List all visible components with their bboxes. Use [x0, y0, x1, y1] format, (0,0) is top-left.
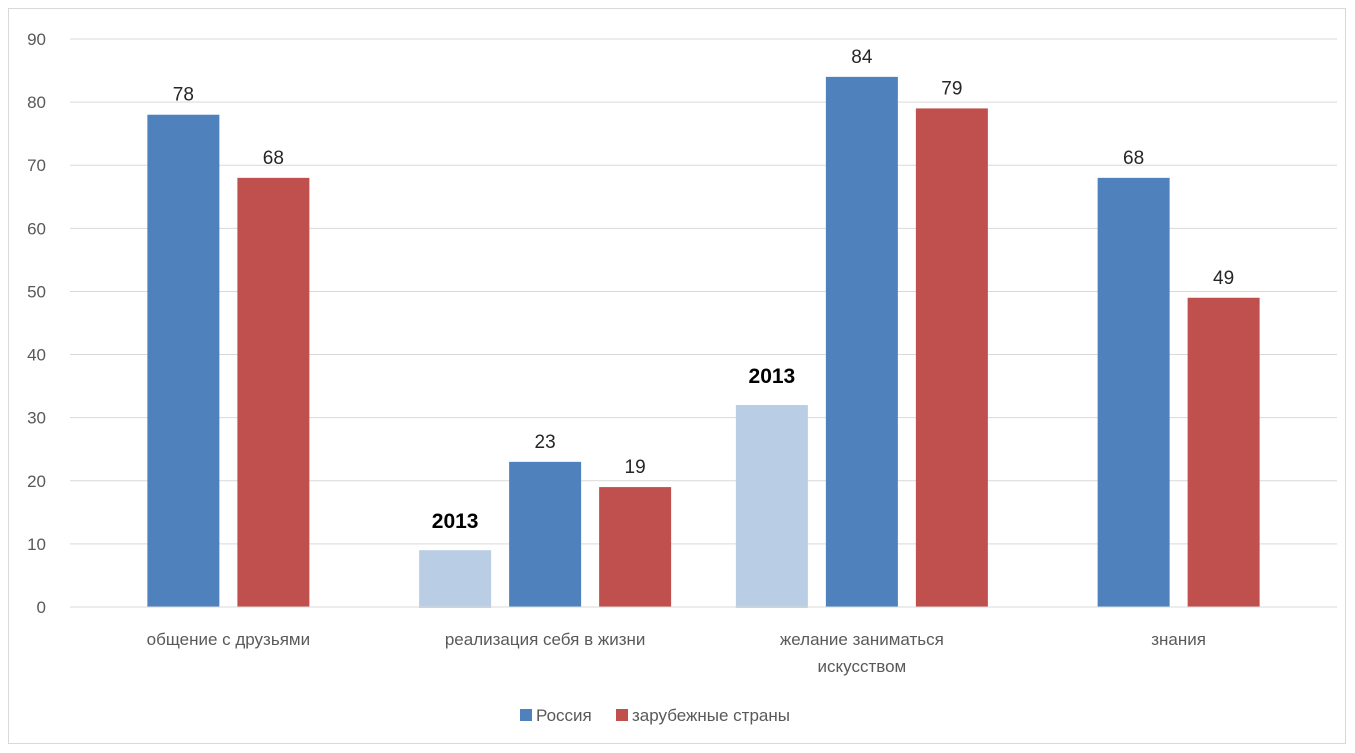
data-label: 19	[625, 457, 646, 478]
bar-russia	[825, 76, 898, 607]
chart-frame	[8, 8, 1346, 744]
annotation-label-2013: 2013	[432, 510, 479, 533]
legend-swatch-russia	[520, 709, 532, 721]
bar-foreign	[1187, 297, 1260, 607]
category-label: искусством	[818, 657, 907, 676]
category-label: знания	[1151, 630, 1206, 649]
bar-foreign	[915, 108, 988, 607]
data-label: 68	[263, 148, 284, 169]
bar-2013	[735, 405, 808, 608]
data-label: 23	[535, 432, 556, 453]
legend-swatch-foreign	[616, 709, 628, 721]
data-label: 79	[941, 78, 962, 99]
bar-russia	[509, 461, 582, 607]
bar-russia	[1097, 177, 1170, 607]
y-tick-label: 90	[27, 30, 46, 49]
bar-foreign	[599, 487, 672, 607]
legend-label-foreign: зарубежные страны	[632, 706, 790, 725]
category-label: общение с друзьями	[147, 630, 310, 649]
category-label: реализация себя в жизни	[445, 630, 646, 649]
y-tick-label: 30	[27, 409, 46, 428]
y-tick-label: 60	[27, 219, 46, 238]
y-tick-label: 10	[27, 535, 46, 554]
bar-russia	[147, 114, 220, 607]
data-label: 84	[851, 47, 873, 68]
y-tick-label: 40	[27, 346, 46, 365]
category-label: желание заниматься	[780, 630, 944, 649]
annotation-label-2013: 2013	[749, 365, 796, 388]
data-label: 78	[173, 85, 194, 106]
y-tick-label: 0	[37, 598, 46, 617]
y-tick-label: 80	[27, 93, 46, 112]
y-tick-label: 50	[27, 282, 46, 301]
legend-label-russia: Россия	[536, 706, 592, 725]
y-tick-label: 70	[27, 156, 46, 175]
y-tick-label: 20	[27, 472, 46, 491]
data-label: 49	[1213, 268, 1234, 289]
bar-foreign	[237, 177, 310, 607]
bar-2013	[419, 550, 492, 608]
data-label: 68	[1123, 148, 1144, 169]
